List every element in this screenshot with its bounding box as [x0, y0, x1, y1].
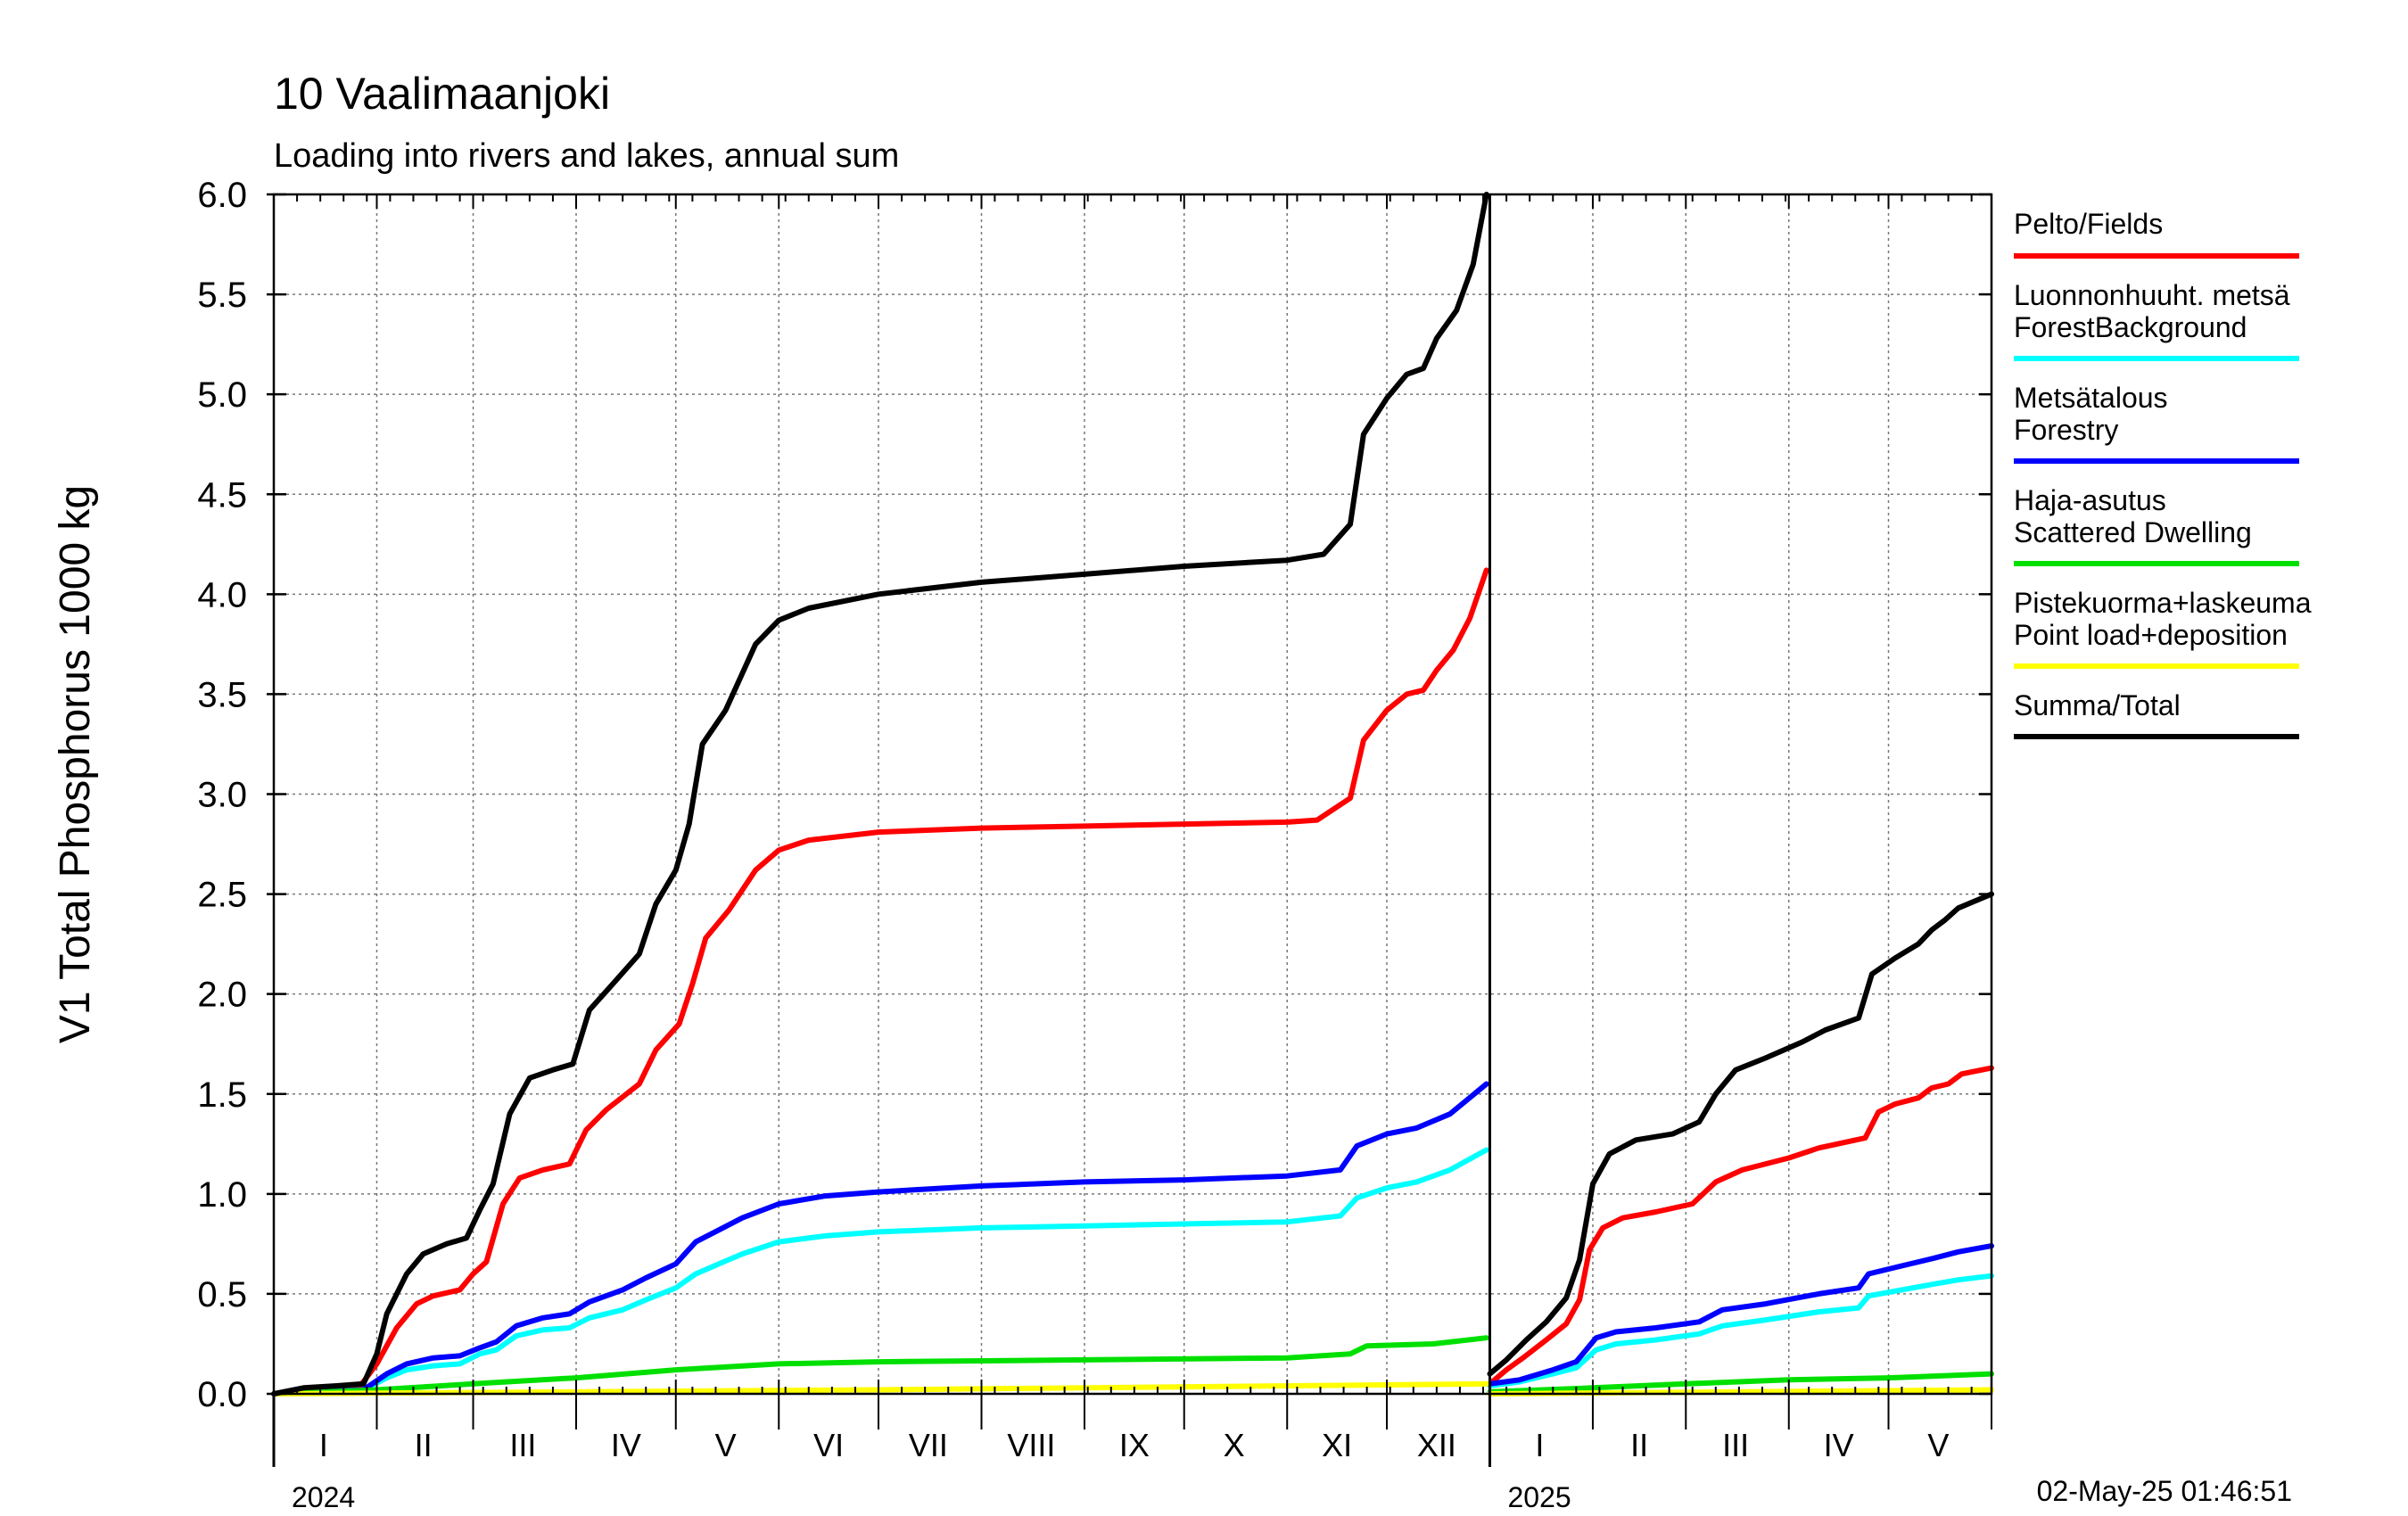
- y-tick-label: 4.0: [197, 575, 247, 614]
- legend-label: Forestry: [2014, 414, 2118, 446]
- timestamp: 02-May-25 01:46:51: [2037, 1475, 2292, 1507]
- y-tick-label: 1.0: [197, 1175, 247, 1215]
- x-year-label: 2024: [292, 1481, 355, 1513]
- legend: Pelto/Fields Luonnonhuuht. metsäForestBac…: [2014, 208, 2312, 739]
- x-year-label: 2025: [1507, 1481, 1571, 1513]
- x-month-label: VIII: [1007, 1427, 1055, 1463]
- legend-label: Summa/Total: [2014, 689, 2181, 721]
- series-line: [271, 192, 1489, 1397]
- x-month-label: VI: [813, 1427, 844, 1463]
- series-line: [1487, 891, 1994, 1377]
- y-tick-label: 6.0: [197, 176, 247, 215]
- x-month-label: III: [509, 1427, 536, 1463]
- series-lines: [271, 192, 1994, 1397]
- x-month-label: VII: [909, 1427, 948, 1463]
- x-month-label: IV: [1824, 1427, 1854, 1463]
- x-month-label: XI: [1322, 1427, 1352, 1463]
- x-month-label: X: [1224, 1427, 1245, 1463]
- legend-label: Scattered Dwelling: [2014, 516, 2252, 548]
- x-month-label: IX: [1119, 1427, 1150, 1463]
- series-line: [271, 1081, 1489, 1397]
- legend-label: Pelto/Fields: [2014, 208, 2163, 240]
- series-line: [1487, 1065, 1994, 1387]
- legend-label: Metsätalous: [2014, 382, 2168, 414]
- y-tick-label: 5.5: [197, 276, 247, 315]
- y-tick-label: 2.0: [197, 976, 247, 1015]
- series-line: [1487, 1273, 1994, 1388]
- y-tick-label: 0.5: [197, 1275, 247, 1314]
- y-tick-label: 5.0: [197, 375, 247, 415]
- legend-label: Pistekuorma+laskeuma: [2014, 587, 2312, 619]
- y-tick-label: 3.0: [197, 776, 247, 815]
- x-month-label: XII: [1417, 1427, 1456, 1463]
- series-line: [1487, 1243, 1994, 1387]
- chart-subtitle: Loading into rivers and lakes, annual su…: [274, 137, 899, 175]
- legend-label: ForestBackground: [2014, 311, 2247, 343]
- x-month-label: II: [1630, 1427, 1648, 1463]
- legend-label: Haja-asutus: [2014, 484, 2166, 516]
- chart-title: 10 Vaalimaanjoki: [274, 69, 610, 119]
- legend-label: Point load+deposition: [2014, 619, 2288, 651]
- legend-label: Luonnonhuuht. metsä: [2014, 279, 2290, 311]
- x-month-label: I: [1535, 1427, 1544, 1463]
- y-tick-label: 2.5: [197, 876, 247, 915]
- y-axis-label: V1 Total Phosphorus 1000 kg: [52, 485, 99, 1043]
- x-month-label: IV: [611, 1427, 641, 1463]
- y-tick-label: 1.5: [197, 1075, 247, 1115]
- x-month-label: II: [415, 1427, 433, 1463]
- y-tick-label: 4.5: [197, 475, 247, 515]
- x-month-label: III: [1722, 1427, 1749, 1463]
- axes: 0.0 0.5 1.0 1.5 2.0 2.5 3.0 3.5 4.0 4.5 5.0 5.5 6.0 I…: [197, 176, 1993, 1513]
- y-tick-label: 3.5: [197, 675, 247, 714]
- x-month-label: I: [319, 1427, 328, 1463]
- y-tick-label: 0.0: [197, 1375, 247, 1414]
- x-month-label: V: [715, 1427, 737, 1463]
- series-line: [271, 1147, 1489, 1397]
- x-month-label: V: [1927, 1427, 1949, 1463]
- series-line: [271, 567, 1489, 1397]
